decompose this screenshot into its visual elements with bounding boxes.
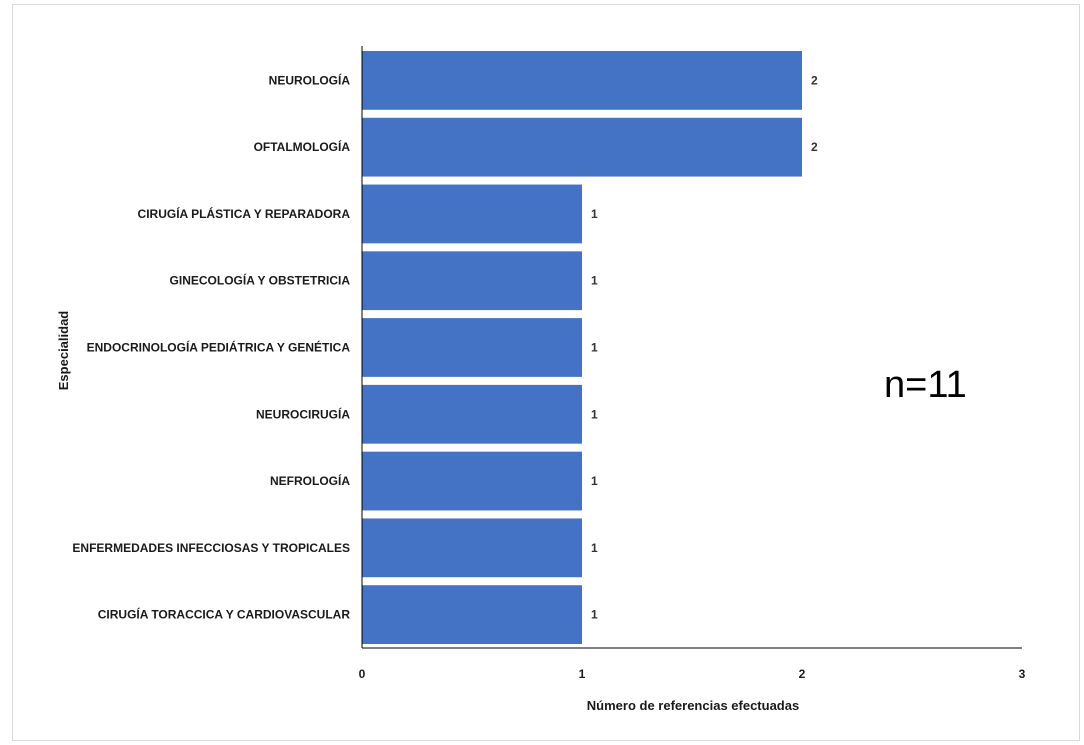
category-label: ENDOCRINOLOGÍA PEDIÁTRICA Y GENÉTICA <box>87 340 351 355</box>
y-axis-title: Especialidad <box>56 311 71 391</box>
data-label: 1 <box>591 274 598 288</box>
x-axis-title: Número de referencias efectuadas <box>587 698 799 713</box>
data-label: 1 <box>591 541 598 555</box>
category-label: CIRUGÍA PLÁSTICA Y REPARADORA <box>138 206 351 221</box>
bar <box>362 451 582 511</box>
data-label: 1 <box>591 207 598 221</box>
bar <box>362 518 582 578</box>
data-label: 1 <box>591 608 598 622</box>
bar <box>362 384 582 444</box>
value-labels-group: 2 2 1 1 1 1 1 1 1 <box>591 73 818 621</box>
data-label: 2 <box>811 140 818 154</box>
x-tick-label: 2 <box>799 667 806 681</box>
bar <box>362 585 582 644</box>
category-label: NEUROLOGÍA <box>269 72 351 87</box>
sample-size-annotation: n=11 <box>884 364 967 406</box>
bar-chart: 2 2 1 1 1 1 1 1 1 NEUROLOGÍA OFTALMOLOGÍA CIRUGÍA … <box>56 46 1026 713</box>
data-label: 1 <box>591 407 598 421</box>
bar <box>362 117 802 177</box>
category-label: NEUROCIRUGÍA <box>256 406 350 421</box>
bars-group <box>362 51 802 644</box>
category-label: GINECOLOGÍA Y OBSTETRICIA <box>170 273 351 288</box>
bar <box>362 51 802 110</box>
x-tick-label: 1 <box>579 667 586 681</box>
bar <box>362 251 582 311</box>
category-label: ENFERMEDADES INFECCIOSAS Y TROPICALES <box>72 541 350 555</box>
category-label: CIRUGÍA TORACCICA Y CARDIOVASCULAR <box>98 607 351 622</box>
bar <box>362 184 582 244</box>
category-labels-group: NEUROLOGÍA OFTALMOLOGÍA CIRUGÍA PLÁSTICA Y… <box>72 72 350 621</box>
x-tick-label: 0 <box>359 667 366 681</box>
x-tick-labels-group: 0 1 2 3 <box>359 667 1026 681</box>
x-tick-label: 3 <box>1019 667 1026 681</box>
category-label: NEFROLOGÍA <box>270 473 350 488</box>
bar <box>362 318 582 377</box>
data-label: 1 <box>591 474 598 488</box>
category-label: OFTALMOLOGÍA <box>254 139 351 154</box>
data-label: 2 <box>811 73 818 87</box>
data-label: 1 <box>591 341 598 355</box>
chart-frame: 2 2 1 1 1 1 1 1 1 NEUROLOGÍA OFTALMOLOGÍA CIRUGÍA … <box>12 4 1080 741</box>
